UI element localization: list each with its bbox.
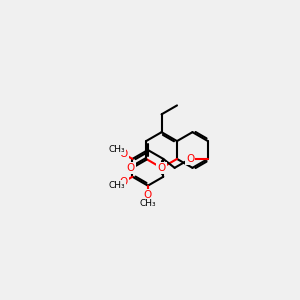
Text: CH₃: CH₃ [140, 199, 156, 208]
Text: O: O [158, 163, 166, 173]
Text: CH₃: CH₃ [109, 181, 125, 190]
Text: O: O [144, 190, 152, 200]
Text: O: O [127, 163, 135, 173]
Text: O: O [186, 154, 194, 164]
Text: O: O [120, 177, 128, 187]
Text: CH₃: CH₃ [109, 146, 125, 154]
Text: O: O [120, 149, 128, 159]
